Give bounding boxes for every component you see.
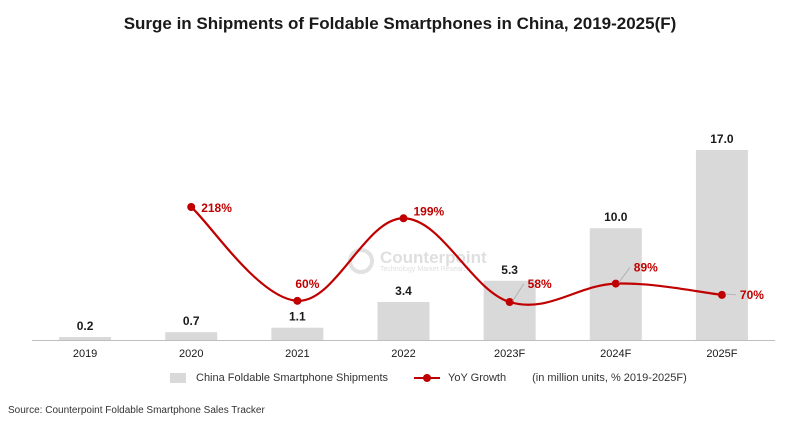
yoy-leader-2024F xyxy=(618,267,631,283)
yoy-point-2023F xyxy=(505,298,514,306)
yoy-label-2023F: 58% xyxy=(528,277,552,291)
bar-value-label-2021: 1.1 xyxy=(289,310,306,324)
bar-value-label-2023F: 5.3 xyxy=(501,263,518,277)
x-tick-label-2020: 2020 xyxy=(179,348,203,360)
yoy-label-2021: 60% xyxy=(295,277,319,291)
watermark-tagline: Technology Market Research xyxy=(380,265,471,273)
bar-2022 xyxy=(377,302,430,340)
legend-line-label: YoY Growth xyxy=(448,372,507,384)
yoy-label-2022: 199% xyxy=(414,204,445,218)
bar-value-label-2025F: 17.0 xyxy=(710,132,734,146)
x-tick-label-2023F: 2023F xyxy=(494,348,525,360)
bar-2025F xyxy=(695,150,748,340)
bar-value-label-2019: 0.2 xyxy=(77,319,94,333)
x-tick-label-2021: 2021 xyxy=(285,348,309,360)
legend-line-symbol xyxy=(414,373,441,383)
yoy-point-2022 xyxy=(399,214,408,223)
bar-2020 xyxy=(165,332,218,340)
source-note: Source: Counterpoint Foldable Smartphone… xyxy=(8,405,265,416)
bar-2023F xyxy=(483,280,536,340)
bar-2021 xyxy=(271,327,324,340)
x-tick-label-2022: 2022 xyxy=(391,348,415,360)
bar-value-label-2020: 0.7 xyxy=(183,314,200,328)
yoy-label-2025F: 70% xyxy=(740,288,764,302)
yoy-leader-2023F xyxy=(512,283,524,302)
yoy-leader-2025F xyxy=(724,293,736,296)
yoy-point-2025F xyxy=(717,290,726,299)
chart-title: Surge in Shipments of Foldable Smartphon… xyxy=(123,14,677,33)
x-tick-label-2019: 2019 xyxy=(73,348,97,360)
legend: China Foldable Smartphone Shipments YoY … xyxy=(170,372,687,384)
legend-unit-note: (in million units, % 2019-2025F) xyxy=(532,372,687,384)
yoy-point-2021 xyxy=(293,296,302,305)
legend-bar-swatch xyxy=(170,373,186,383)
x-tick-label-2024F: 2024F xyxy=(600,348,631,360)
legend-bar-label: China Foldable Smartphone Shipments xyxy=(196,372,389,384)
bar-value-label-2022: 3.4 xyxy=(395,284,412,298)
yoy-label-2020: 218% xyxy=(201,201,232,215)
yoy-growth-line xyxy=(190,206,723,306)
x-tick-label-2025F: 2025F xyxy=(706,348,737,360)
yoy-label-2024F: 89% xyxy=(634,261,658,275)
bar-2019 xyxy=(59,337,112,340)
bar-value-label-2024F: 10.0 xyxy=(604,210,628,224)
yoy-point-2020 xyxy=(187,203,196,211)
yoy-point-2024F xyxy=(611,279,620,288)
